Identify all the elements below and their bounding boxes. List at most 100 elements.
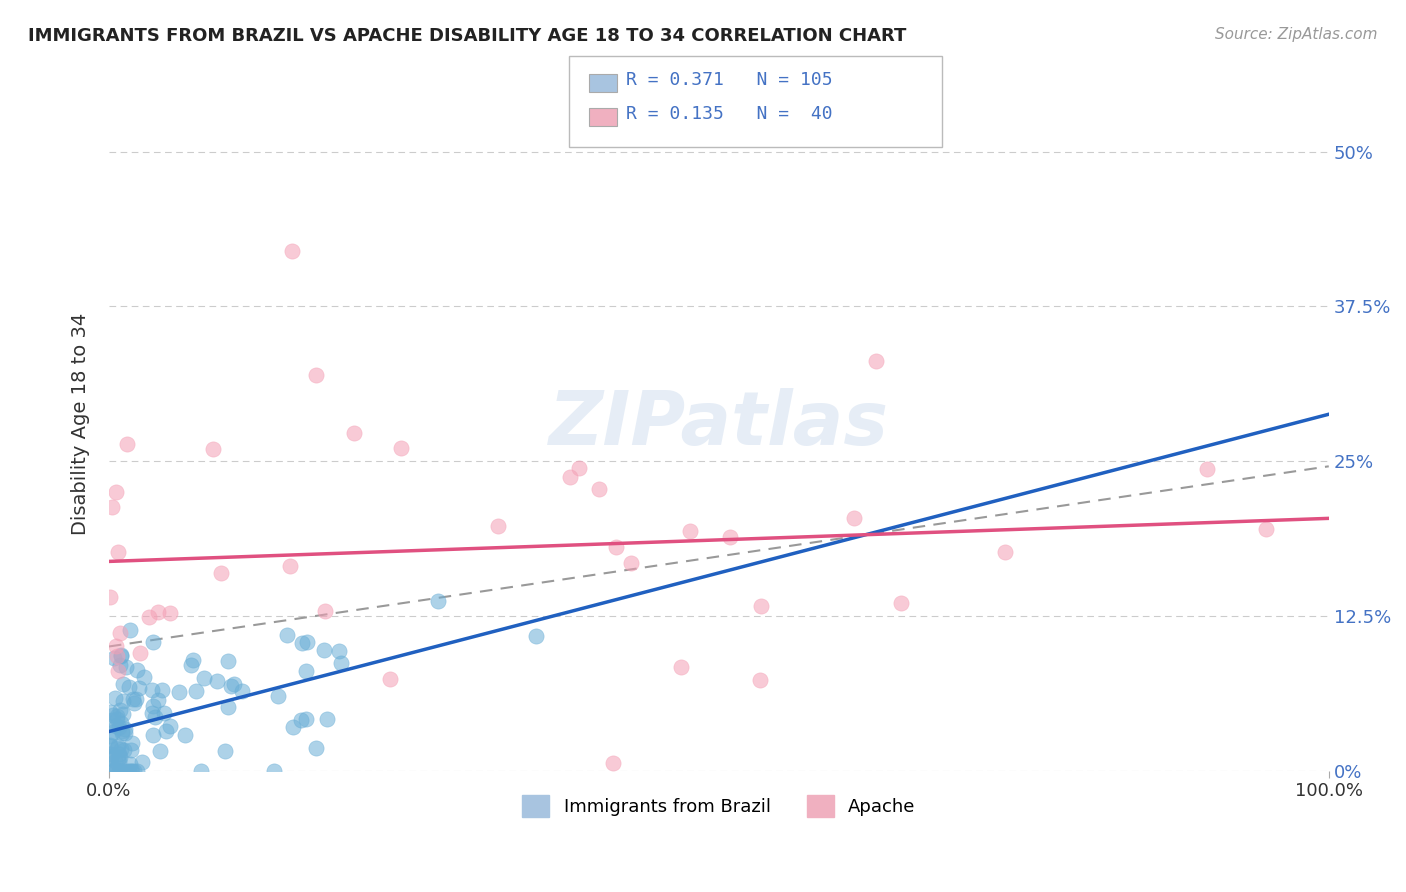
- Point: [108, 657, 131, 672]
- Point: [605, 540, 627, 554]
- Point: [153, 706, 176, 720]
- Point: [218, 654, 240, 668]
- Point: [342, 425, 364, 440]
- Point: [305, 368, 328, 382]
- Point: [112, 693, 135, 707]
- Point: [295, 664, 318, 678]
- Point: [842, 511, 865, 525]
- Point: [118, 756, 141, 771]
- Point: [111, 764, 134, 778]
- Point: [231, 684, 253, 698]
- Point: [110, 750, 132, 764]
- Point: [378, 672, 401, 686]
- Point: [217, 700, 239, 714]
- Point: [108, 626, 131, 640]
- Point: [314, 604, 336, 618]
- Point: [105, 648, 128, 663]
- Point: [295, 634, 318, 648]
- Point: [98, 730, 121, 744]
- Point: [107, 712, 129, 726]
- Point: [131, 755, 153, 769]
- Point: [107, 747, 129, 761]
- Point: [127, 764, 149, 778]
- Legend: Immigrants from Brazil, Apache: Immigrants from Brazil, Apache: [515, 788, 922, 824]
- Y-axis label: Disability Age 18 to 34: Disability Age 18 to 34: [72, 313, 90, 535]
- Point: [315, 712, 337, 726]
- Point: [110, 648, 132, 662]
- Text: IMMIGRANTS FROM BRAZIL VS APACHE DISABILITY AGE 18 TO 34 CORRELATION CHART: IMMIGRANTS FROM BRAZIL VS APACHE DISABIL…: [28, 27, 907, 45]
- Point: [142, 635, 165, 649]
- Point: [138, 610, 160, 624]
- Point: [222, 677, 245, 691]
- Point: [111, 706, 134, 721]
- Point: [98, 705, 121, 719]
- Point: [718, 530, 741, 544]
- Point: [108, 764, 131, 778]
- Point: [124, 696, 146, 710]
- Text: ZIPatlas: ZIPatlas: [548, 387, 889, 460]
- Point: [167, 685, 190, 699]
- Point: [98, 591, 121, 605]
- Point: [328, 644, 350, 658]
- Point: [141, 682, 163, 697]
- Point: [294, 712, 316, 726]
- Point: [103, 724, 125, 739]
- Point: [588, 482, 610, 496]
- Point: [107, 664, 129, 678]
- Point: [1256, 522, 1278, 536]
- Point: [221, 679, 243, 693]
- Point: [100, 713, 122, 727]
- Point: [207, 673, 229, 688]
- Point: [486, 519, 509, 533]
- Point: [105, 741, 128, 756]
- Point: [865, 354, 887, 368]
- Point: [117, 437, 139, 451]
- Point: [110, 715, 132, 730]
- Point: [104, 691, 127, 706]
- Point: [110, 742, 132, 756]
- Point: [104, 719, 127, 733]
- Point: [568, 461, 591, 475]
- Point: [749, 599, 772, 613]
- Point: [602, 756, 624, 770]
- Point: [278, 558, 301, 573]
- Point: [117, 764, 139, 778]
- Point: [128, 681, 150, 696]
- Point: [104, 754, 127, 768]
- Point: [276, 628, 298, 642]
- Point: [214, 743, 236, 757]
- Point: [290, 636, 312, 650]
- Point: [118, 764, 141, 778]
- Point: [290, 713, 312, 727]
- Point: [120, 764, 142, 778]
- Point: [125, 663, 148, 677]
- Point: [266, 690, 288, 704]
- Point: [117, 680, 139, 694]
- Point: [112, 742, 135, 756]
- Point: [121, 691, 143, 706]
- Point: [281, 244, 304, 258]
- Point: [103, 651, 125, 665]
- Point: [749, 673, 772, 687]
- Point: [100, 749, 122, 764]
- Point: [890, 595, 912, 609]
- Point: [108, 764, 131, 778]
- Point: [159, 607, 181, 621]
- Point: [180, 657, 202, 672]
- Point: [148, 744, 170, 758]
- Point: [994, 545, 1017, 559]
- Point: [98, 747, 121, 761]
- Point: [101, 500, 124, 514]
- Point: [314, 643, 336, 657]
- Point: [141, 706, 163, 721]
- Point: [108, 702, 131, 716]
- Point: [150, 682, 173, 697]
- Text: R = 0.135   N =  40: R = 0.135 N = 40: [626, 105, 832, 123]
- Point: [558, 469, 581, 483]
- Point: [389, 441, 412, 455]
- Point: [524, 629, 547, 643]
- Point: [186, 683, 208, 698]
- Point: [114, 726, 136, 740]
- Point: [103, 708, 125, 723]
- Point: [181, 653, 204, 667]
